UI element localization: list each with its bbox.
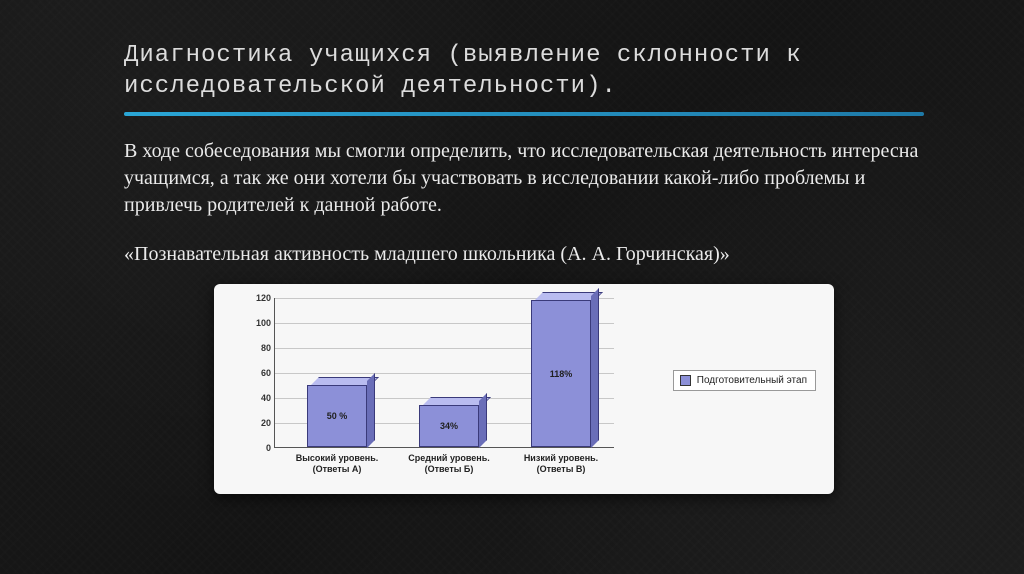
bar-side-face (367, 373, 375, 448)
y-tick-label: 60 (247, 368, 271, 378)
body-paragraph: В ходе собеседования мы смогли определит… (124, 138, 924, 219)
chart-plot-area: 02040608010012050 %Высокий уровень.(Отве… (274, 298, 614, 448)
y-tick-label: 20 (247, 418, 271, 428)
y-tick-label: 0 (247, 443, 271, 453)
bar-value-label: 34% (419, 421, 479, 431)
x-category-label: Низкий уровень.(Ответы В) (501, 453, 621, 475)
x-category-label: Средний уровень.(Ответы Б) (389, 453, 509, 475)
slide-title: Диагностика учащихся (выявление склоннос… (124, 40, 924, 102)
bar-side-face (591, 288, 599, 448)
chart-card: 0 20 40 60 80 100 120 50 % Высокий уровень.(Отве… (214, 284, 834, 494)
bar-value-label: 118% (531, 369, 591, 379)
y-tick-label: 120 (247, 293, 271, 303)
y-tick-label: 100 (247, 318, 271, 328)
bar-side-face (479, 393, 487, 448)
slide: Диагностика учащихся (выявление склоннос… (0, 0, 1024, 494)
x-category-label: Высокий уровень.(Ответы А) (277, 453, 397, 475)
y-tick-label: 40 (247, 393, 271, 403)
y-tick-label: 80 (247, 343, 271, 353)
chart-caption: «Познавательная активность младшего школ… (124, 243, 924, 266)
legend-swatch (680, 375, 691, 386)
legend-label: Подготовительный этап (697, 375, 807, 386)
bar-value-label: 50 % (307, 411, 367, 421)
title-underline (124, 112, 924, 116)
chart-legend: Подготовительный этап (673, 370, 816, 391)
